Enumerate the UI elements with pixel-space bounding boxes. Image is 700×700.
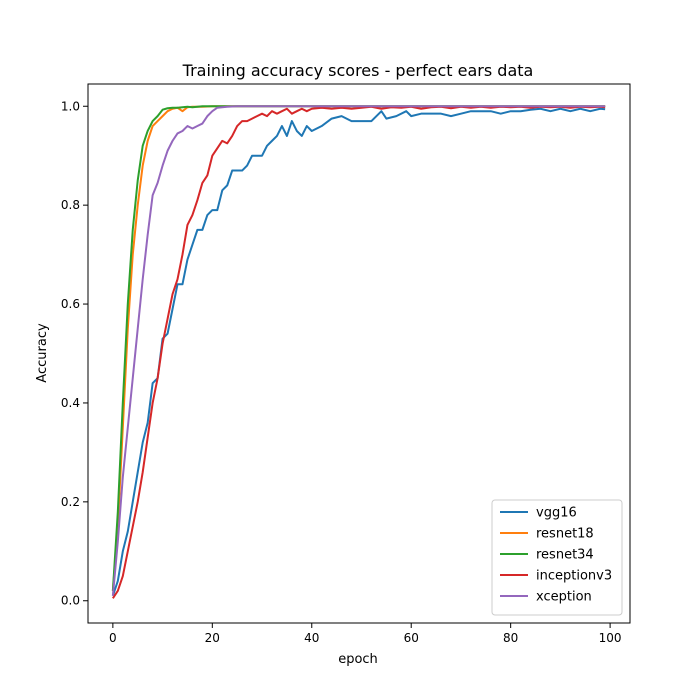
- series-line-inceptionv3: [112, 105, 606, 599]
- series-line-vgg16: [111, 107, 606, 597]
- y-tick-label: 0.0: [61, 594, 80, 608]
- legend-label-resnet34: resnet34: [536, 548, 594, 563]
- y-tick-label: 0.8: [61, 198, 80, 212]
- x-axis-label: epoch: [338, 652, 378, 667]
- legend-label-xception: xception: [536, 590, 592, 605]
- chart-title: Training accuracy scores - perfect ears …: [182, 61, 534, 80]
- x-tick-label: 40: [304, 631, 319, 645]
- legend: vgg16 resnet18 resnet34 inceptionv3 xception: [491, 499, 623, 616]
- plot-lines: [111, 105, 606, 599]
- y-axis-ticks: 0.0 0.2 0.4 0.6 0.8 1.0: [61, 99, 88, 608]
- series-line-xception: [111, 105, 606, 596]
- x-tick-label: 60: [404, 631, 419, 645]
- x-tick-label: 20: [205, 631, 220, 645]
- legend-label-vgg16: vgg16: [536, 506, 577, 521]
- plot-frame: [87, 83, 631, 624]
- x-tick-label: 80: [503, 631, 518, 645]
- y-tick-label: 0.2: [61, 495, 80, 509]
- y-axis-label: Accuracy: [35, 323, 50, 383]
- legend-label-resnet18: resnet18: [536, 527, 594, 542]
- y-tick-label: 0.4: [61, 396, 80, 410]
- legend-box: [491, 499, 623, 616]
- x-tick-label: 0: [109, 631, 117, 645]
- y-tick-label: 0.6: [61, 297, 80, 311]
- y-tick-label: 1.0: [61, 99, 80, 113]
- x-tick-label: 100: [599, 631, 622, 645]
- x-axis-ticks: 0 20 40 60 80 100: [109, 623, 622, 645]
- legend-label-inceptionv3: inceptionv3: [536, 569, 612, 584]
